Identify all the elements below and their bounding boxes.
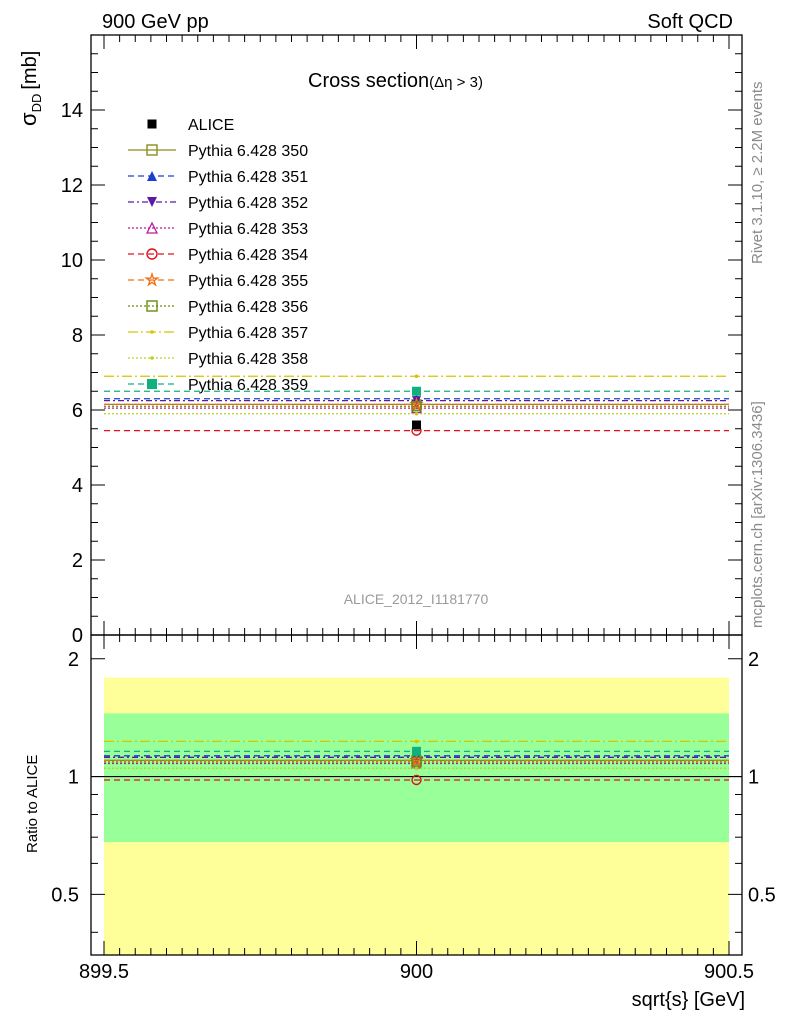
chart-title: Cross section(Δη > 3) xyxy=(308,70,483,92)
ratio-plot: 0.5 0.5 1 1 2 2 899.5 900 900.5 xyxy=(51,634,776,983)
header-right-label: Soft QCD xyxy=(647,11,733,33)
ratio-marker-7 xyxy=(411,756,422,768)
y-axis-title-main: σDD [mb] xyxy=(16,51,44,126)
series-marker-8 xyxy=(414,374,419,379)
y-tick-label: 8 xyxy=(72,325,83,347)
legend-marker-9 xyxy=(150,356,154,360)
mcplots-reference-label: mcplots.cern.ch [arXiv:1306.3436] xyxy=(749,401,766,628)
ratio-marker-5 xyxy=(411,774,422,786)
legend-label-10: Pythia 6.428 359 xyxy=(188,377,308,394)
x-tick-label: 900.5 xyxy=(704,961,754,983)
chart-title-main: Cross section xyxy=(308,70,429,92)
y-tick-label: 12 xyxy=(61,175,83,197)
rivet-version-label: Rivet 3.1.10, ≥ 2.2M events xyxy=(749,82,766,265)
y-axis-title-unit: [mb] xyxy=(19,51,41,90)
ratio-y-tick-label-left: 2 xyxy=(68,649,79,671)
header-left-label: 900 GeV pp xyxy=(102,11,209,33)
ratio-y-tick-label-right: 2 xyxy=(748,649,759,671)
legend-marker-1 xyxy=(146,144,158,156)
y-tick-label: 6 xyxy=(72,400,83,422)
y-tick-label: 0 xyxy=(72,625,83,647)
ratio-marker-10 xyxy=(412,746,421,756)
y-axis-title-ratio: Ratio to ALICE xyxy=(24,755,41,853)
analysis-label: ALICE_2012_I1181770 xyxy=(344,591,489,607)
legend-label-5: Pythia 6.428 354 xyxy=(188,247,308,264)
main-plot: 0 2 4 6 8 10 12 14 xyxy=(61,34,743,647)
legend-marker-3 xyxy=(147,197,157,207)
legend-label-9: Pythia 6.428 358 xyxy=(188,351,308,368)
y-axis-title-subscript: DD xyxy=(29,94,44,113)
legend-label-6: Pythia 6.428 355 xyxy=(188,273,308,290)
legend-label-alice: ALICE xyxy=(188,117,234,134)
legend-label-1: Pythia 6.428 350 xyxy=(188,143,308,160)
legend-marker-4 xyxy=(145,221,159,234)
y-tick-label: 14 xyxy=(61,100,83,122)
legend-label-4: Pythia 6.428 353 xyxy=(188,221,308,238)
ratio-marker-8 xyxy=(414,739,419,744)
y-tick-label: 2 xyxy=(72,550,83,572)
ratio-y-tick-label-left: 1 xyxy=(68,767,79,789)
legend-marker-8 xyxy=(150,330,154,334)
x-tick-label: 899.5 xyxy=(79,961,129,983)
ratio-y-tick-label-right: 1 xyxy=(748,767,759,789)
legend-label-8: Pythia 6.428 357 xyxy=(188,325,308,342)
chart-title-sub: (Δη > 3) xyxy=(429,74,483,91)
x-tick-label: 900 xyxy=(400,961,433,983)
series-marker-7 xyxy=(411,401,422,412)
legend: ALICE Pythia 6.428 350 Pythia 6.428 351 Pyt… xyxy=(128,117,308,394)
series-marker-10 xyxy=(412,386,421,396)
legend-label-2: Pythia 6.428 351 xyxy=(188,169,308,186)
legend-marker-2 xyxy=(147,171,157,181)
x-axis-title: sqrt{s} [GeV] xyxy=(632,989,745,1011)
legend-marker-10 xyxy=(147,379,157,389)
legend-marker-alice xyxy=(147,119,157,129)
ratio-marker-9 xyxy=(414,766,419,771)
legend-label-3: Pythia 6.428 352 xyxy=(188,195,308,212)
series-marker-9 xyxy=(414,411,419,416)
legend-marker-7 xyxy=(146,300,158,312)
y-axis-title-symbol: σ xyxy=(16,112,41,126)
ratio-band-inner xyxy=(104,713,729,843)
legend-marker-5 xyxy=(146,248,158,260)
alice-data-point xyxy=(412,420,421,430)
legend-marker-6 xyxy=(144,271,160,287)
legend-label-7: Pythia 6.428 356 xyxy=(188,299,308,316)
y-tick-label: 4 xyxy=(72,475,83,497)
y-tick-label: 10 xyxy=(61,250,83,272)
ratio-y-tick-label-left: 0.5 xyxy=(51,884,79,906)
ratio-y-tick-label-right: 0.5 xyxy=(748,884,776,906)
